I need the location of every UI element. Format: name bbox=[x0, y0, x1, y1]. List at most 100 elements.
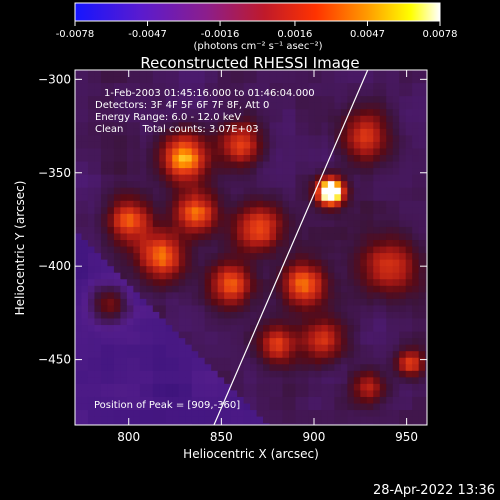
heatmap-cell bbox=[146, 233, 154, 241]
heatmap-cell bbox=[276, 344, 284, 352]
heatmap-cell bbox=[412, 233, 420, 241]
heatmap-cell bbox=[230, 377, 238, 385]
heatmap-cell bbox=[230, 226, 238, 234]
heatmap-cell bbox=[178, 285, 186, 293]
heatmap-cell bbox=[204, 318, 212, 326]
heatmap-cell bbox=[334, 122, 342, 130]
heatmap-cell bbox=[418, 70, 426, 78]
heatmap-cell bbox=[399, 240, 407, 248]
heatmap-cell bbox=[379, 325, 387, 333]
heatmap-cell bbox=[263, 161, 271, 169]
heatmap-cell bbox=[152, 174, 160, 182]
heatmap-cell bbox=[159, 70, 167, 78]
heatmap-cell bbox=[146, 89, 154, 97]
heatmap-cell bbox=[237, 383, 245, 391]
heatmap-cell bbox=[412, 351, 420, 359]
heatmap-cell bbox=[172, 338, 180, 346]
heatmap-cell bbox=[347, 76, 355, 84]
heatmap-cell bbox=[399, 122, 407, 130]
heatmap-cell bbox=[87, 298, 95, 306]
heatmap-cell bbox=[113, 377, 121, 385]
heatmap-cell bbox=[113, 102, 121, 110]
heatmap-cell bbox=[146, 410, 154, 418]
heatmap-cell bbox=[237, 240, 245, 248]
heatmap-cell bbox=[217, 174, 225, 182]
heatmap-cell bbox=[81, 390, 89, 398]
heatmap-cell bbox=[340, 383, 348, 391]
heatmap-cell bbox=[288, 390, 296, 398]
heatmap-cell bbox=[379, 298, 387, 306]
heatmap-cell bbox=[263, 135, 271, 143]
heatmap-cell bbox=[75, 357, 82, 365]
heatmap-cell bbox=[107, 357, 115, 365]
heatmap-cell bbox=[126, 213, 134, 221]
heatmap-cell bbox=[360, 181, 368, 189]
heatmap-cell bbox=[256, 155, 264, 163]
heatmap-cell bbox=[334, 187, 342, 195]
heatmap-cell bbox=[159, 279, 167, 287]
heatmap-cell bbox=[191, 141, 199, 149]
heatmap-cell bbox=[366, 155, 374, 163]
heatmap-cell bbox=[113, 207, 121, 215]
heatmap-cell bbox=[107, 109, 115, 117]
heatmap-cell bbox=[353, 396, 361, 405]
heatmap-cell bbox=[321, 187, 329, 195]
heatmap-cell bbox=[191, 194, 199, 202]
heatmap-cell bbox=[178, 325, 186, 333]
x-axis-label: Heliocentric X (arcsec) bbox=[183, 447, 319, 461]
heatmap-cell bbox=[224, 292, 232, 300]
heatmap-cell bbox=[379, 128, 387, 136]
heatmap-cell bbox=[347, 351, 355, 359]
heatmap-cell bbox=[269, 200, 277, 208]
heatmap-cell bbox=[412, 109, 420, 117]
heatmap-cell bbox=[133, 207, 141, 215]
heatmap-cell bbox=[198, 102, 206, 110]
heatmap-cell bbox=[146, 174, 154, 182]
heatmap-cell bbox=[198, 396, 206, 405]
heatmap-cell bbox=[282, 370, 290, 378]
heatmap-cell bbox=[113, 233, 121, 241]
heatmap-cell bbox=[334, 102, 342, 110]
heatmap-cell bbox=[211, 331, 219, 339]
heatmap-cell bbox=[230, 357, 238, 365]
heatmap-cell bbox=[301, 396, 309, 405]
heatmap-cell bbox=[152, 279, 160, 287]
heatmap-cell bbox=[250, 122, 258, 130]
heatmap-cell bbox=[347, 377, 355, 385]
heatmap-cell bbox=[152, 370, 160, 378]
heatmap-cell bbox=[334, 377, 342, 385]
heatmap-cell bbox=[282, 213, 290, 221]
heatmap-cell bbox=[87, 194, 95, 202]
heatmap-cell bbox=[165, 181, 173, 189]
heatmap-cell bbox=[165, 370, 173, 378]
heatmap-cell bbox=[146, 272, 154, 280]
heatmap-cell bbox=[269, 213, 277, 221]
heatmap-cell bbox=[282, 226, 290, 234]
heatmap-cell bbox=[399, 155, 407, 163]
heatmap-cell bbox=[107, 285, 115, 293]
heatmap-cell bbox=[314, 122, 322, 130]
heatmap-cell bbox=[347, 240, 355, 248]
heatmap-cell bbox=[263, 370, 271, 378]
heatmap-cell bbox=[107, 122, 115, 130]
heatmap-cell bbox=[224, 135, 232, 143]
heatmap-cell bbox=[100, 377, 108, 385]
heatmap-cell bbox=[159, 161, 167, 169]
heatmap-cell bbox=[185, 396, 193, 405]
heatmap-cell bbox=[399, 292, 407, 300]
heatmap-cell bbox=[185, 357, 193, 365]
heatmap-cell bbox=[301, 351, 309, 359]
heatmap-cell bbox=[75, 226, 82, 234]
heatmap-cell bbox=[185, 181, 193, 189]
heatmap-cell bbox=[314, 148, 322, 156]
heatmap-cell bbox=[211, 76, 219, 84]
heatmap-cell bbox=[386, 135, 394, 143]
heatmap-cell bbox=[263, 338, 271, 346]
heatmap-cell bbox=[159, 423, 167, 425]
heatmap-cell bbox=[412, 410, 420, 418]
heatmap-cell bbox=[237, 181, 245, 189]
heatmap-cell bbox=[340, 292, 348, 300]
heatmap-cell bbox=[120, 285, 128, 293]
heatmap-cell bbox=[405, 305, 413, 313]
heatmap-cell bbox=[217, 351, 225, 359]
